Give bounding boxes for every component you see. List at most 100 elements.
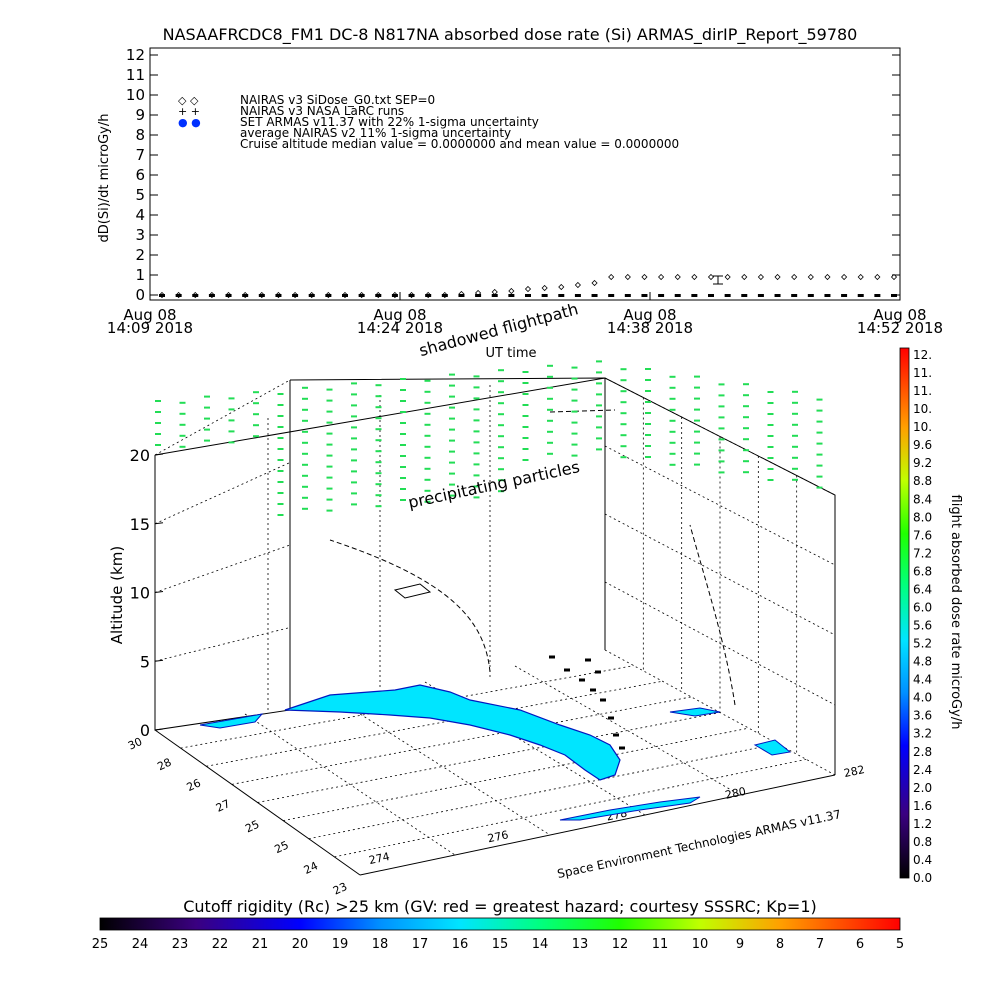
particle <box>694 419 700 422</box>
particle <box>620 390 627 393</box>
particle <box>547 441 553 444</box>
nairas-point <box>791 273 798 281</box>
particle <box>718 471 725 474</box>
floor-grid-lat <box>308 743 778 840</box>
floor-front-right-edge <box>359 774 836 876</box>
particle <box>669 430 676 433</box>
nairas-point <box>624 273 631 281</box>
particle <box>767 457 774 459</box>
colorbar-tick: 6.8 <box>913 564 932 578</box>
plot-frame <box>149 47 901 301</box>
y-tick-label: 2 <box>135 246 145 264</box>
particle <box>179 434 186 437</box>
particle <box>645 379 651 381</box>
particle <box>571 388 578 391</box>
colorbar-tick: 0.4 <box>913 853 932 867</box>
particle <box>596 360 602 363</box>
lat-tick-label: 24 <box>302 859 320 877</box>
particle <box>400 466 406 468</box>
cutoff-tick: 17 <box>412 937 429 952</box>
particle <box>375 395 382 398</box>
particle <box>351 393 357 396</box>
particle <box>669 419 676 422</box>
particle <box>228 397 235 400</box>
particle <box>473 408 480 411</box>
particle <box>277 514 284 516</box>
armas-point <box>608 294 615 297</box>
floor-grid-lon <box>244 713 456 856</box>
particle <box>620 445 627 448</box>
particle <box>547 364 553 367</box>
shadow-point <box>600 698 606 702</box>
alt-tick <box>154 659 164 662</box>
x-tick-date: Aug 08 <box>873 306 926 324</box>
colorbar-tick: 7.2 <box>913 546 932 560</box>
nairas-point <box>724 273 731 281</box>
nairas-point <box>874 273 881 281</box>
particle <box>228 441 235 444</box>
armas-point <box>292 294 299 297</box>
particle <box>571 432 578 435</box>
florida-map <box>199 684 792 821</box>
colorbar-tick: 1.6 <box>913 799 932 813</box>
alt-grid-right <box>604 513 836 636</box>
particle <box>669 397 676 400</box>
particle <box>547 386 553 389</box>
floor-grid-lat <box>257 712 721 803</box>
particle <box>179 423 186 426</box>
alt-grid-left <box>154 379 291 456</box>
nairas-point <box>674 273 681 281</box>
legend-symbol: + + <box>178 105 200 118</box>
cutoff-tick: 12 <box>612 937 629 952</box>
particle <box>596 382 602 385</box>
particle <box>400 411 406 413</box>
particle <box>571 421 578 424</box>
colorbar-tick: 2.8 <box>913 745 932 759</box>
particle <box>449 384 455 387</box>
particle <box>571 399 578 402</box>
error-bar <box>713 275 723 285</box>
particle <box>228 430 235 433</box>
armas-point <box>791 294 798 297</box>
legend-symbol: ● ● <box>178 116 201 129</box>
particle <box>816 398 823 401</box>
cutoff-tick: 6 <box>856 937 864 952</box>
particle <box>522 404 529 406</box>
lon-tick-label: 282 <box>843 763 866 780</box>
cutoff-tick: 13 <box>572 937 589 952</box>
colorbar-tick: 11. <box>913 384 932 398</box>
particle <box>302 397 308 400</box>
particle <box>498 468 504 471</box>
armas-point <box>541 294 548 297</box>
colorbar-tick: 0.0 <box>913 871 932 885</box>
nairas-point <box>508 287 515 295</box>
x-tick-date: Aug 08 <box>373 306 426 324</box>
particle <box>816 420 823 423</box>
x-tick-time: 14:38 2018 <box>607 319 693 337</box>
shadow-point <box>613 733 619 737</box>
armas-point <box>624 294 631 297</box>
particle <box>277 448 284 450</box>
alt-tick <box>154 522 164 525</box>
particle <box>375 505 382 508</box>
colorbar-tick: 9.6 <box>913 438 932 452</box>
particle <box>498 457 504 460</box>
nairas-point <box>824 273 831 281</box>
particle <box>743 416 749 419</box>
particle <box>326 443 333 446</box>
cutoff-rigidity-bar: Cutoff rigidity (Rc) >25 km (GV: red = g… <box>92 897 904 952</box>
particle <box>645 368 651 370</box>
colorbar-tick: 4.8 <box>913 655 932 669</box>
particle <box>326 388 333 391</box>
legend-entry: SET ARMAS v11.37 with 22% 1-sigma uncert… <box>240 115 539 129</box>
particle <box>694 430 700 433</box>
particle <box>620 412 627 415</box>
particle <box>302 419 308 422</box>
particle <box>792 445 798 448</box>
particle <box>816 464 823 467</box>
armas-point <box>774 294 781 297</box>
particle <box>547 397 553 400</box>
